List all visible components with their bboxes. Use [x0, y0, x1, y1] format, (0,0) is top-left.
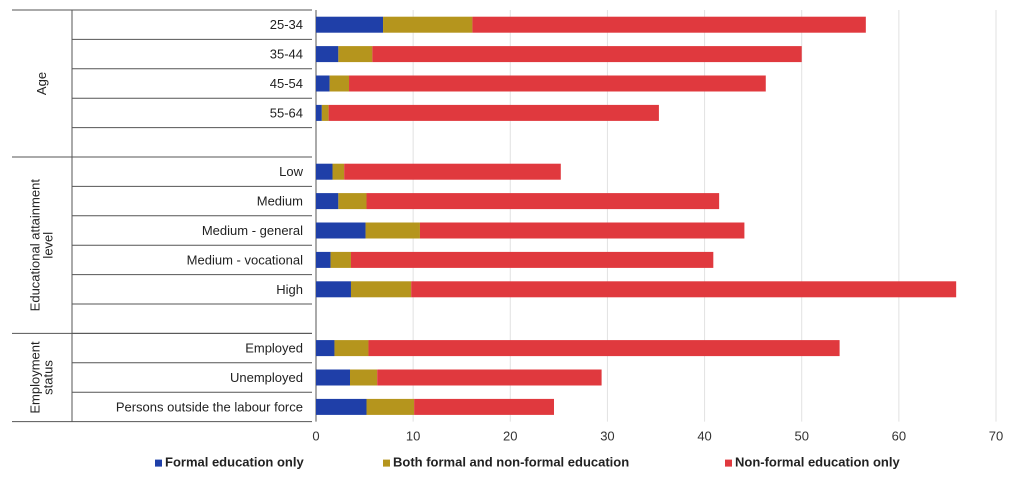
bar-segment	[316, 46, 339, 63]
bar-segment	[472, 16, 866, 33]
category-label: 25-34	[270, 17, 303, 32]
category-label: Low	[279, 164, 303, 179]
group-label: Age	[34, 72, 49, 95]
bar-segment	[414, 398, 554, 415]
x-tick-label: 0	[312, 429, 319, 444]
x-tick-label: 60	[892, 429, 906, 444]
bar-segment	[349, 75, 766, 92]
bar-segment	[316, 163, 333, 180]
bar-segment	[365, 222, 420, 239]
bar-segment	[383, 16, 473, 33]
bar-segment	[316, 340, 335, 357]
bar-segment	[372, 46, 802, 63]
x-tick-label: 70	[989, 429, 1003, 444]
category-label: 45-54	[270, 76, 303, 91]
bar-segment	[350, 281, 412, 298]
x-tick-label: 20	[503, 429, 517, 444]
category-label: Unemployed	[230, 370, 303, 385]
x-tick-label: 40	[697, 429, 711, 444]
bar-segment	[344, 163, 561, 180]
category-label: 55-64	[270, 105, 303, 120]
bar-segment	[321, 104, 329, 121]
bar-segment	[316, 369, 350, 386]
gridlines	[315, 10, 997, 422]
bar-segment	[368, 340, 840, 357]
bar-segment	[332, 163, 345, 180]
bar-segment	[316, 398, 367, 415]
bar-segment	[411, 281, 957, 298]
category-label: Medium - vocational	[187, 252, 303, 267]
legend-swatch	[725, 459, 732, 467]
bar-segment	[316, 75, 330, 92]
category-label: Medium	[257, 194, 303, 209]
legend-label: Both formal and non-formal education	[393, 455, 629, 470]
bar-segment	[377, 369, 602, 386]
category-label: Medium - general	[202, 223, 303, 238]
bar-segment	[366, 398, 415, 415]
group-label: Employmentstatus	[28, 341, 56, 414]
bar-segment	[316, 193, 339, 210]
category-label: High	[276, 282, 303, 297]
bars	[316, 16, 957, 415]
bar-segment	[316, 281, 351, 298]
legend-label: Formal education only	[165, 455, 304, 470]
bar-segment	[366, 193, 720, 210]
bar-segment	[328, 104, 659, 121]
legend-swatch	[383, 459, 390, 467]
bar-segment	[350, 251, 714, 268]
category-label: Employed	[245, 341, 303, 356]
bar-segment	[316, 222, 366, 239]
x-tick-label: 50	[794, 429, 808, 444]
bar-segment	[334, 340, 369, 357]
legend-swatch	[155, 459, 162, 467]
category-label: 35-44	[270, 47, 303, 62]
bar-segment	[338, 193, 367, 210]
category-label: Persons outside the labour force	[116, 399, 303, 414]
x-tick-label: 10	[406, 429, 420, 444]
bar-segment	[316, 251, 331, 268]
bar-segment	[316, 104, 322, 121]
bar-segment	[316, 16, 384, 33]
bar-segment	[419, 222, 745, 239]
x-axis-ticks: 0 10 20 30 40 50 60 70	[312, 429, 1003, 444]
legend: Formal education only Both formal and non…	[155, 455, 900, 470]
bar-segment	[338, 46, 373, 63]
x-tick-label: 30	[600, 429, 614, 444]
legend-label: Non-formal education only	[735, 455, 900, 470]
bar-segment	[329, 75, 350, 92]
bar-segment	[350, 369, 378, 386]
category-table: Age Educational attainmentlevel Employment…	[12, 9, 312, 423]
bar-segment	[330, 251, 351, 268]
group-label: Educational attainmentlevel	[28, 179, 56, 312]
